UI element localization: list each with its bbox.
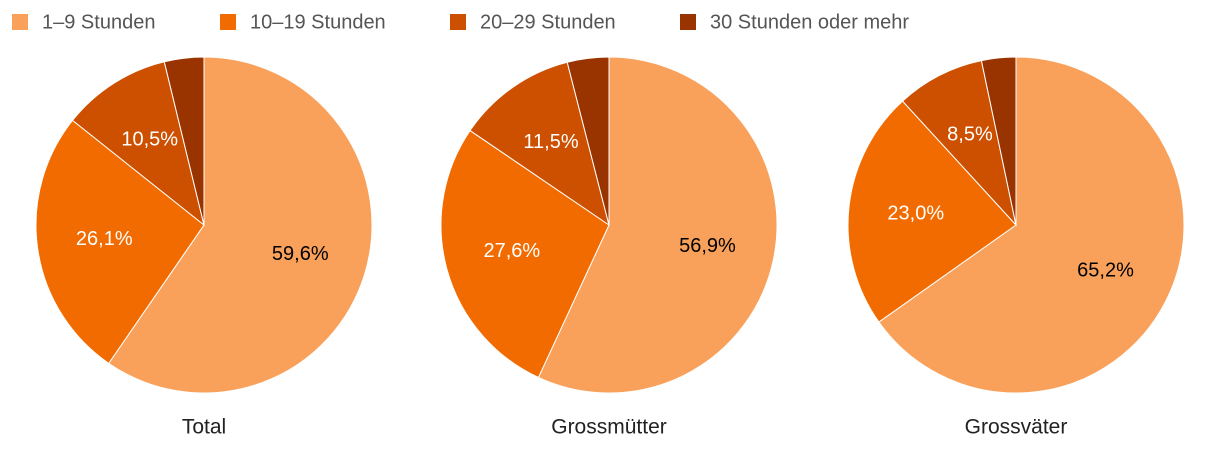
- legend-swatch: [680, 14, 696, 30]
- value-label: 65,2%: [1077, 260, 1134, 282]
- pie-slice: [878, 56, 1185, 394]
- pie-slice: [847, 100, 1017, 323]
- chart-title: Grossmütter: [551, 416, 667, 439]
- pie-slice: [71, 61, 205, 227]
- pie-slice: [980, 56, 1017, 226]
- value-label: 8,5%: [947, 124, 993, 146]
- chart-title: Grossväter: [965, 416, 1068, 439]
- value-label: 11,5%: [523, 131, 578, 153]
- legend-swatch: [450, 14, 466, 30]
- value-label: 10,5%: [121, 128, 178, 150]
- legend-label: 20–29 Stunden: [480, 11, 616, 33]
- value-label: 26,1%: [76, 228, 133, 250]
- pie-slice: [163, 56, 205, 226]
- legend-label: 1–9 Stunden: [42, 11, 155, 33]
- legend-label: 10–19 Stunden: [250, 11, 386, 33]
- value-label: 59,6%: [272, 243, 329, 265]
- legend-swatch: [220, 14, 236, 30]
- value-label: 23,0%: [887, 203, 944, 225]
- pie-slice: [108, 56, 373, 394]
- legend-swatch: [12, 14, 28, 30]
- value-label: 56,9%: [679, 235, 736, 257]
- pie-slice: [35, 119, 205, 365]
- pie-slice: [901, 60, 1017, 227]
- pie-slice: [469, 61, 610, 227]
- pie-slice: [440, 129, 610, 379]
- pie-slice: [537, 56, 778, 394]
- chart-title: Total: [182, 416, 226, 439]
- pie-slice: [566, 56, 610, 226]
- value-label: 27,6%: [483, 240, 540, 262]
- legend-label: 30 Stunden oder mehr: [710, 11, 909, 33]
